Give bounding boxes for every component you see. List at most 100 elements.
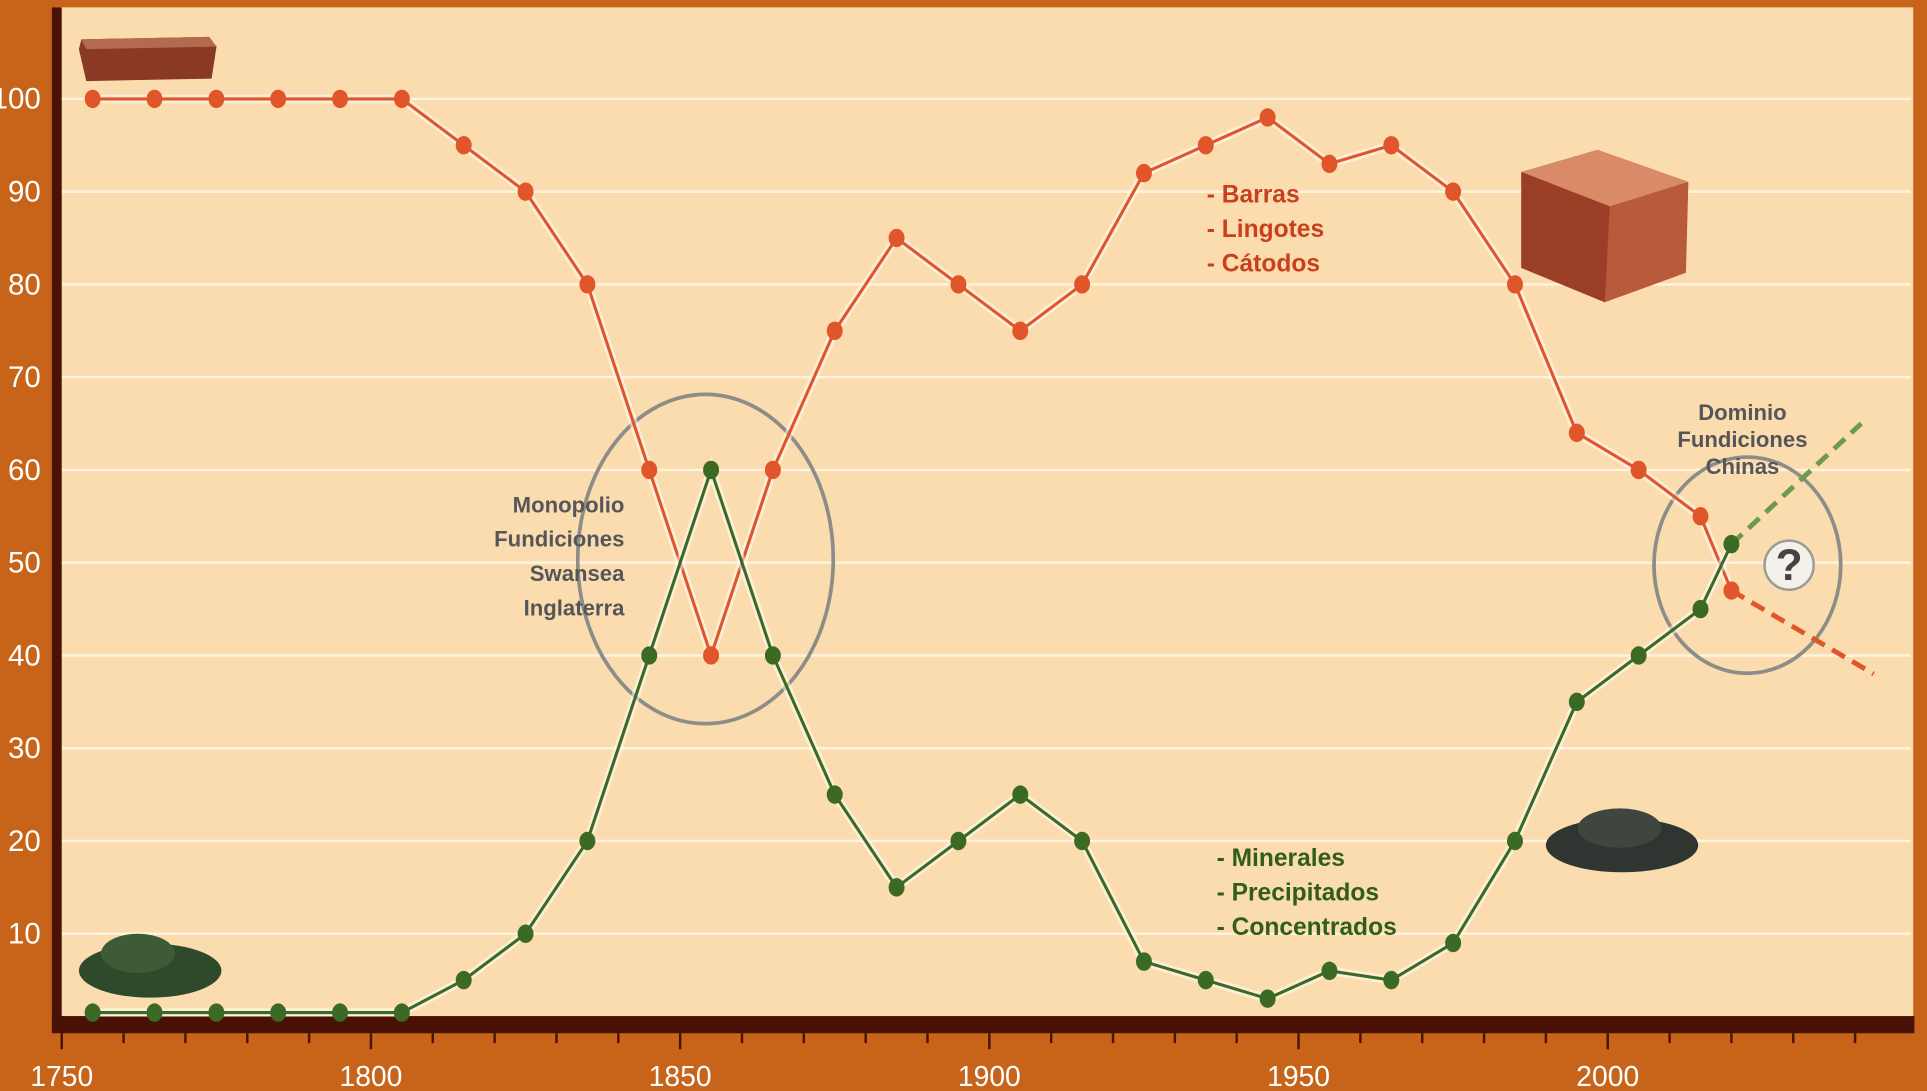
- question-mark: ?: [1776, 541, 1803, 590]
- x-axis: [51, 1016, 1915, 1034]
- data-point: [1321, 154, 1338, 174]
- cathodes-icon: [1521, 149, 1689, 303]
- data-point: [208, 89, 225, 109]
- data-point: [1445, 933, 1462, 953]
- series: [84, 89, 1875, 1022]
- data-point: [888, 228, 905, 248]
- data-point: [1630, 646, 1647, 665]
- data-point: [1383, 970, 1400, 990]
- y-tick-label: 20: [8, 825, 41, 858]
- data-point: [393, 89, 410, 109]
- data-point: [1074, 275, 1091, 294]
- y-tick-label: 40: [8, 639, 41, 672]
- data-point: [703, 460, 720, 480]
- data-point: [270, 1003, 287, 1022]
- annotation: - Precipitados: [1217, 880, 1379, 907]
- x-tick-label: 1900: [958, 1060, 1021, 1091]
- data-point: [517, 924, 534, 943]
- data-point: [1321, 961, 1338, 981]
- data-point: [146, 89, 163, 109]
- annotation: Chinas: [1706, 454, 1780, 479]
- data-point: [1197, 136, 1214, 155]
- raw-label: - Minerales - Precipitados - Concentrado…: [1217, 845, 1397, 941]
- data-point: [1259, 108, 1276, 127]
- data-point: [1012, 785, 1029, 804]
- data-point: [764, 460, 781, 480]
- data-point: [1259, 989, 1276, 1008]
- swansea-label: Monopolio Fundiciones Swansea Inglaterra: [494, 492, 625, 620]
- data-point: [826, 785, 843, 804]
- data-point: [1074, 831, 1091, 851]
- y-tick-label: 10: [8, 918, 41, 951]
- annotation: - Minerales: [1217, 845, 1345, 872]
- highlight-circle: [1652, 455, 1843, 676]
- annotation: Inglaterra: [524, 596, 625, 621]
- data-point: [146, 1003, 163, 1022]
- copper-bar-icon: [78, 36, 217, 82]
- highlight-circle: [575, 392, 836, 726]
- y-tick-label: 100: [0, 83, 41, 116]
- series-line: [92, 97, 1733, 661]
- data-point: [888, 878, 905, 897]
- data-point: [950, 275, 967, 294]
- annotation: - Lingotes: [1207, 216, 1324, 243]
- data-point: [641, 646, 658, 665]
- annotation: - Concentrados: [1217, 914, 1397, 941]
- data-point: [332, 1003, 349, 1022]
- data-point: [1723, 581, 1740, 600]
- data-point: [208, 1003, 225, 1022]
- data-point: [1568, 692, 1585, 712]
- y-tick-label: 90: [8, 175, 41, 208]
- question-badge: [1763, 539, 1815, 591]
- x-tick-label: 2000: [1576, 1060, 1639, 1091]
- data-point: [1135, 952, 1152, 971]
- annotation: - Barras: [1207, 182, 1300, 209]
- y-tick-label: 50: [8, 547, 41, 580]
- data-point: [1012, 321, 1029, 341]
- data-point: [393, 1003, 410, 1022]
- data-point: [455, 136, 472, 155]
- data-point: [826, 321, 843, 341]
- series-line: [92, 465, 1733, 1015]
- data-point: [1197, 970, 1214, 990]
- data-point: [1692, 599, 1709, 619]
- data-point: [950, 831, 967, 851]
- projection-line: [1730, 588, 1875, 677]
- data-point: [332, 89, 349, 109]
- data-point: [455, 970, 472, 990]
- annotation: - Cátodos: [1207, 251, 1320, 278]
- x-tick-label: 1800: [340, 1060, 403, 1091]
- data-point: [1445, 182, 1462, 201]
- data-point: [84, 1003, 101, 1022]
- data-point: [270, 89, 287, 109]
- data-point: [641, 460, 658, 480]
- data-point: [517, 182, 534, 201]
- x-tick-label: 1850: [649, 1060, 712, 1091]
- y-tick-label: 80: [8, 268, 41, 301]
- annotation: Fundiciones: [1677, 427, 1807, 452]
- x-tick-label: 1750: [30, 1060, 93, 1091]
- china-label: Dominio Fundiciones Chinas: [1677, 400, 1807, 479]
- y-tick-label: 30: [8, 732, 41, 765]
- annotation: Swansea: [530, 561, 625, 586]
- data-point: [1630, 460, 1647, 480]
- annotation: Fundiciones: [494, 527, 624, 552]
- y-tick-label: 70: [8, 361, 41, 394]
- data-point: [703, 646, 720, 665]
- data-point: [1568, 423, 1585, 443]
- data-point: [1383, 136, 1400, 155]
- data-point: [1692, 507, 1709, 526]
- data-point: [1506, 831, 1523, 851]
- data-point: [764, 646, 781, 665]
- y-tick-label: 60: [8, 454, 41, 487]
- data-point: [1135, 163, 1152, 183]
- products-label: - Barras - Lingotes - Cátodos: [1207, 182, 1324, 278]
- data-point: [1506, 275, 1523, 294]
- data-point: [84, 89, 101, 109]
- annotation: Monopolio: [513, 492, 625, 517]
- data-point: [579, 275, 596, 294]
- data-point: [1723, 534, 1740, 554]
- x-tick-label: 1950: [1267, 1060, 1330, 1091]
- annotation: Dominio: [1698, 400, 1786, 425]
